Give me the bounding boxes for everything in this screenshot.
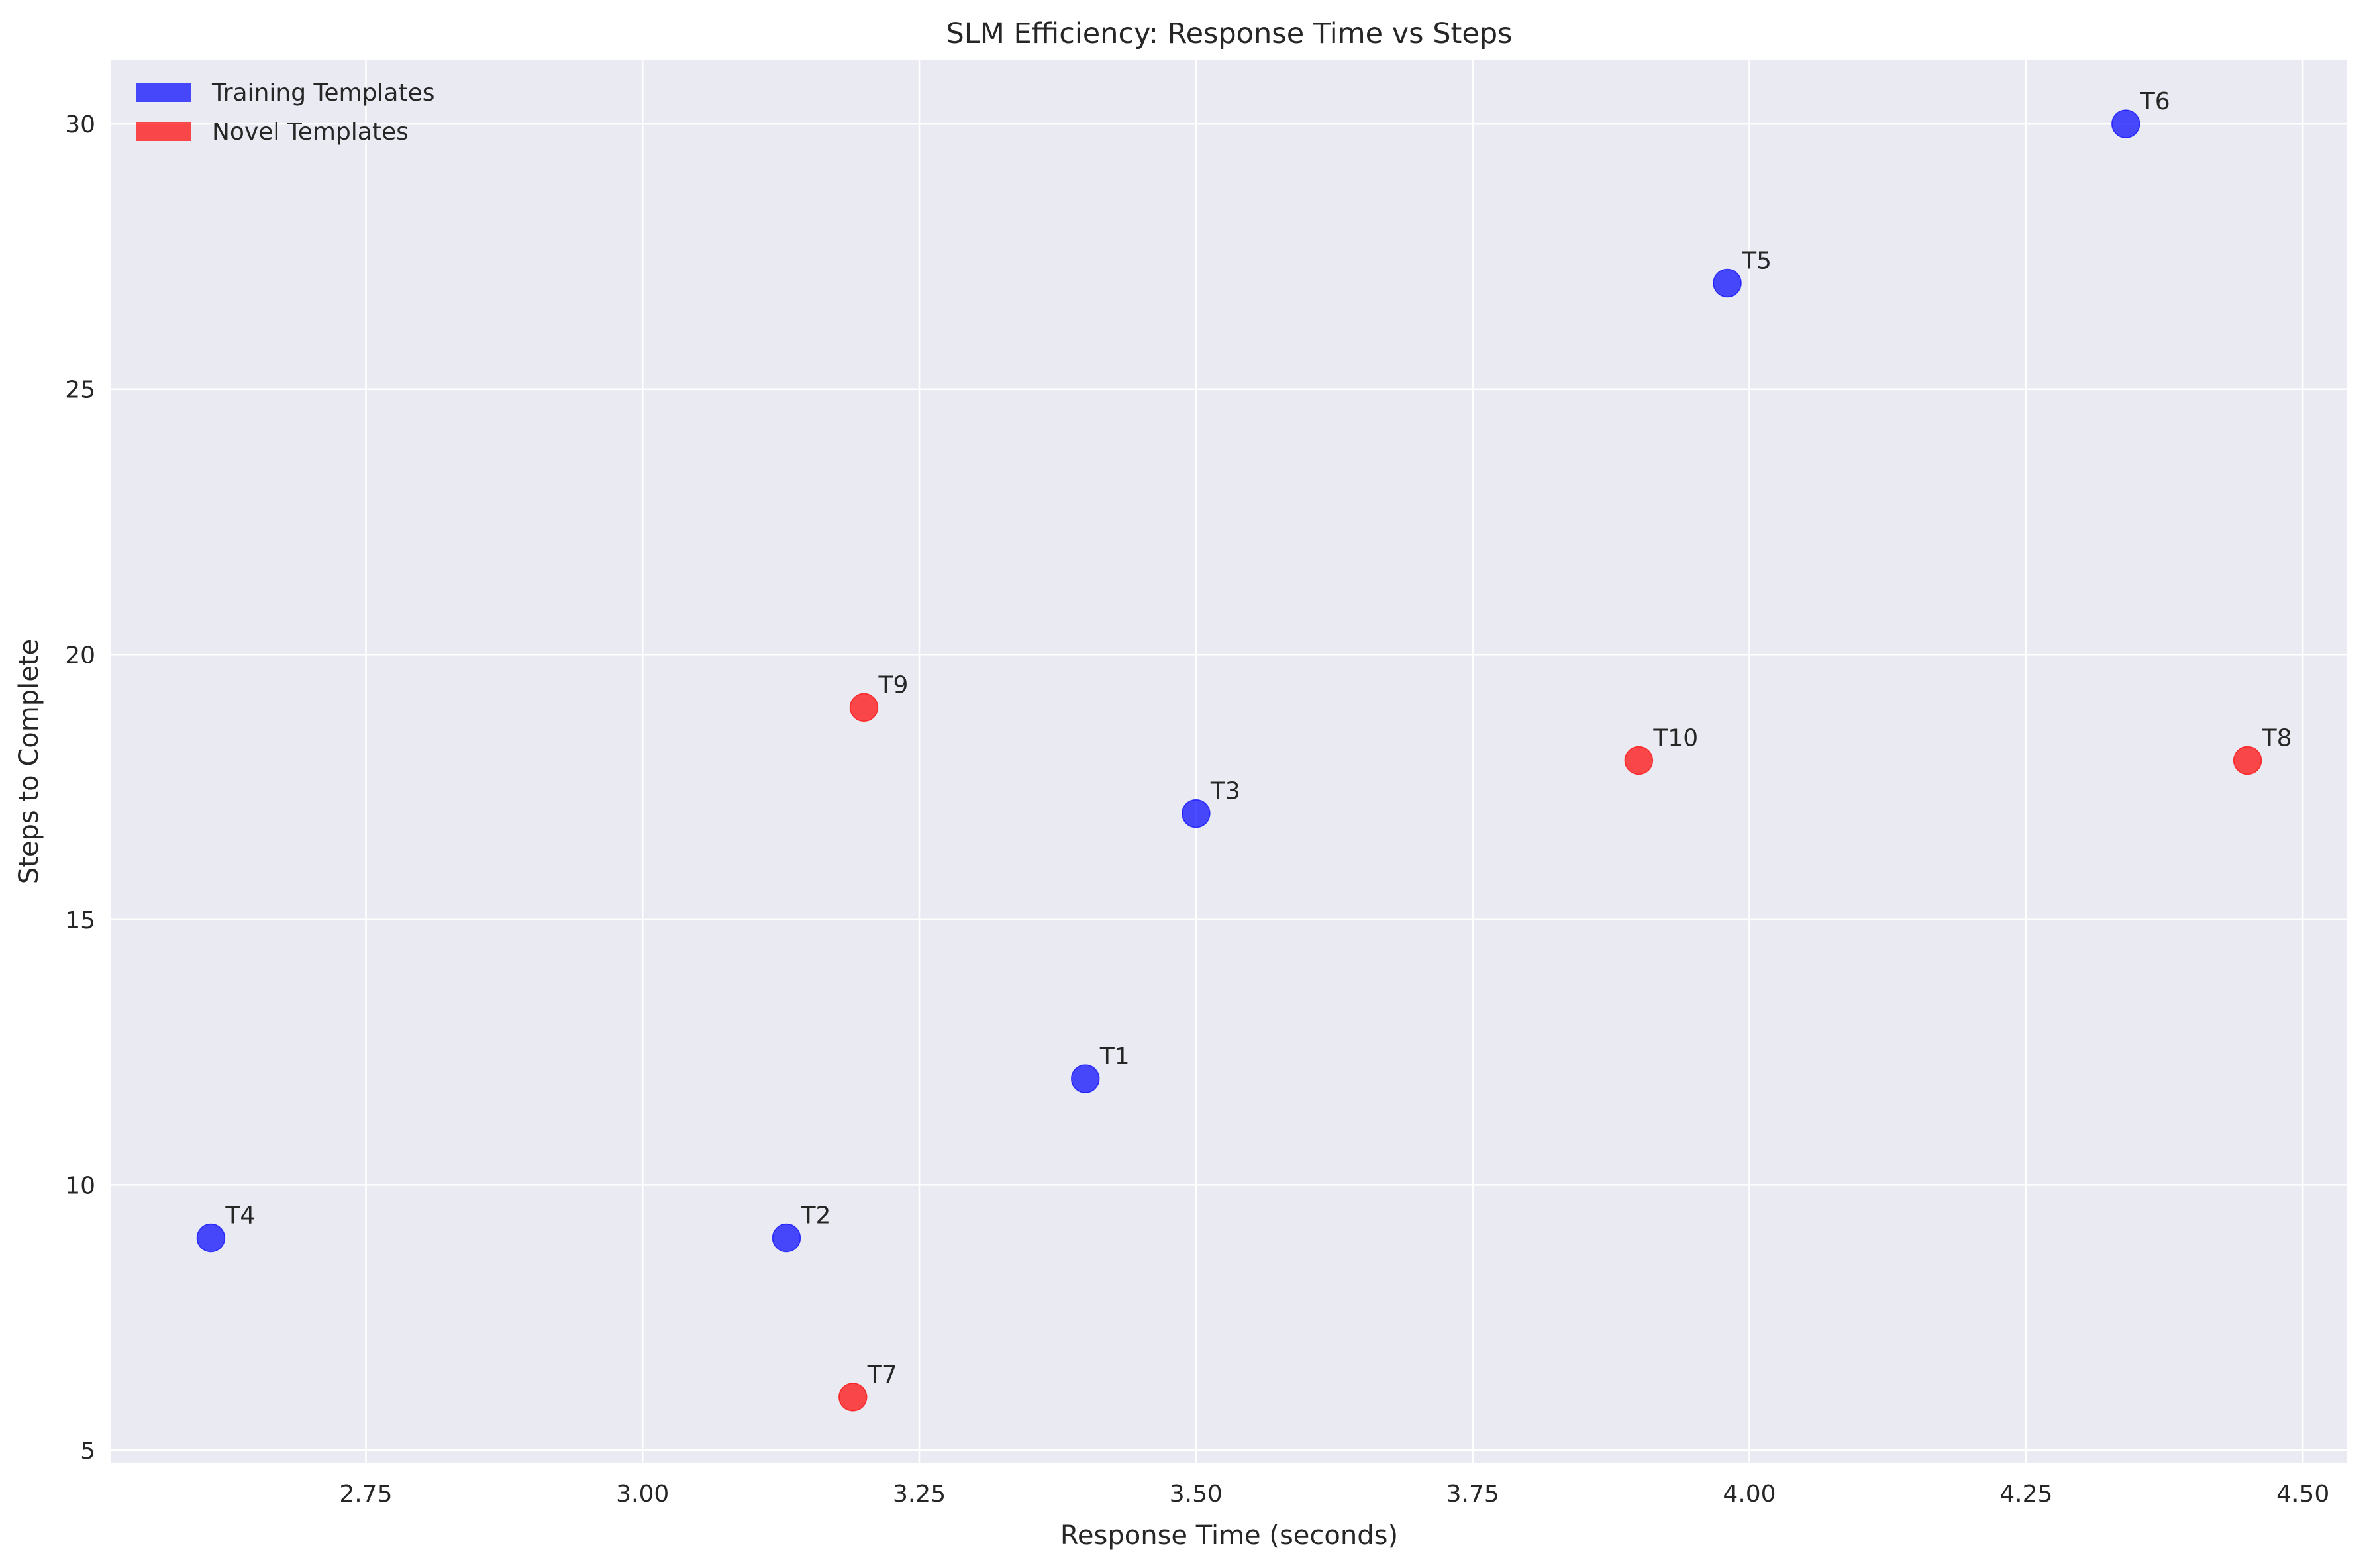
x-tick-label: 3.00 <box>616 1481 669 1508</box>
x-tick-label: 4.50 <box>2276 1481 2329 1508</box>
x-tick-label: 3.75 <box>1446 1481 1499 1508</box>
chart-title: SLM Efficiency: Response Time vs Steps <box>946 17 1512 50</box>
point-label-t2: T2 <box>800 1202 830 1230</box>
legend-label-0: Training Templates <box>211 79 435 107</box>
y-tick-label: 5 <box>80 1438 95 1465</box>
x-tick-label: 2.75 <box>339 1481 392 1508</box>
data-point-t8 <box>2233 746 2262 775</box>
plot-area <box>111 60 2347 1463</box>
data-point-t1 <box>1070 1064 1100 1093</box>
data-points <box>196 109 2262 1412</box>
data-point-t5 <box>1713 268 1742 298</box>
point-label-t1: T1 <box>1099 1043 1130 1070</box>
legend: Training Templates Novel Templates <box>136 79 435 146</box>
point-label-t8: T8 <box>2262 724 2292 752</box>
x-tick-label: 3.50 <box>1170 1481 1223 1508</box>
y-tick-label: 30 <box>65 111 95 138</box>
axis-ticks: 2.75 3.00 3.25 3.50 3.75 4.00 4.25 4.50 5 10 15 20 2… <box>65 111 2329 1508</box>
data-point-t3 <box>1182 799 1211 828</box>
x-tick-label: 4.00 <box>1723 1481 1776 1508</box>
data-point-t6 <box>2111 109 2140 138</box>
point-label-t7: T7 <box>867 1361 897 1389</box>
point-label-t3: T3 <box>1210 778 1240 805</box>
legend-label-1: Novel Templates <box>212 119 409 146</box>
data-point-t2 <box>772 1223 801 1253</box>
point-label-t6: T6 <box>2140 88 2170 115</box>
y-axis-title: Steps to Complete <box>14 639 44 884</box>
y-tick-label: 25 <box>65 377 95 404</box>
legend-swatch-1 <box>136 122 191 141</box>
grid-lines <box>111 60 2347 1463</box>
legend-swatch-0 <box>136 83 191 102</box>
point-labels: T1 T2 T3 T4 T5 T6 T7 T8 T9 T10 <box>225 88 2291 1389</box>
point-label-t10: T10 <box>1652 724 1698 752</box>
data-point-t9 <box>849 693 879 722</box>
point-label-t5: T5 <box>1741 247 1772 274</box>
x-tick-label: 4.25 <box>1999 1481 2052 1508</box>
x-tick-label: 3.25 <box>893 1481 946 1508</box>
data-point-t4 <box>196 1223 226 1253</box>
data-point-t7 <box>838 1383 868 1412</box>
y-tick-label: 20 <box>65 642 95 669</box>
y-tick-label: 15 <box>65 907 95 934</box>
point-label-t9: T9 <box>878 671 908 699</box>
y-tick-label: 10 <box>65 1172 95 1199</box>
data-point-t10 <box>1624 746 1654 775</box>
point-label-t4: T4 <box>225 1202 255 1230</box>
x-axis-title: Response Time (seconds) <box>1060 1520 1398 1551</box>
